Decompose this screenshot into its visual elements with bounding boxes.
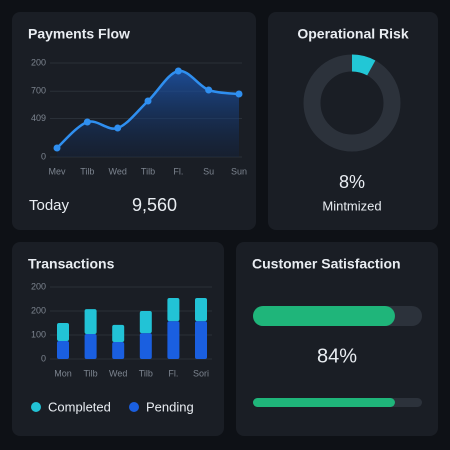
bar-segment bbox=[139, 333, 152, 359]
legend-label: Pending bbox=[146, 399, 194, 414]
bar-segment bbox=[84, 309, 97, 335]
x-tick-label: Wed bbox=[108, 166, 126, 176]
point bbox=[205, 86, 213, 94]
point bbox=[114, 124, 122, 132]
y-tick-label: 200 bbox=[31, 281, 46, 291]
progress-label: 84% bbox=[317, 345, 357, 367]
x-tick-label: Fl. bbox=[168, 368, 178, 378]
bar-segment bbox=[195, 298, 207, 322]
card-title: Operational Risk bbox=[297, 26, 408, 42]
bar-segment bbox=[139, 311, 152, 334]
donut-label: 8% bbox=[339, 172, 365, 192]
progress-fill bbox=[253, 306, 395, 326]
card bbox=[268, 12, 438, 230]
point bbox=[144, 97, 152, 105]
x-tick-label: Tilb bbox=[139, 368, 153, 378]
x-tick-label: Wed bbox=[109, 368, 127, 378]
x-tick-label: Sori bbox=[193, 368, 209, 378]
donut-segment bbox=[351, 54, 376, 76]
legend-swatch bbox=[31, 402, 41, 412]
x-tick-label: Tilb bbox=[80, 166, 94, 176]
y-tick-label: 200 bbox=[31, 305, 46, 315]
y-tick-label: 0 bbox=[41, 151, 46, 161]
stat-label: Today bbox=[29, 197, 70, 214]
point bbox=[235, 90, 243, 98]
y-tick-label: 409 bbox=[31, 113, 46, 123]
x-tick-label: Sun bbox=[231, 166, 247, 176]
bar-segment bbox=[112, 324, 125, 342]
point bbox=[83, 118, 91, 126]
bar-segment bbox=[112, 341, 125, 359]
bar-segment bbox=[57, 341, 69, 359]
x-tick-label: Mon bbox=[54, 368, 72, 378]
bar-segment bbox=[57, 323, 69, 341]
card-title: Payments Flow bbox=[28, 26, 130, 42]
bar-segment bbox=[195, 321, 207, 359]
area bbox=[57, 70, 239, 157]
x-tick-label: Tilb bbox=[84, 368, 98, 378]
bar-segment bbox=[167, 321, 180, 359]
donut-subtitle: Mintmized bbox=[322, 198, 381, 213]
stat-value: 9,560 bbox=[132, 195, 177, 215]
legend-label: Completed bbox=[48, 399, 111, 414]
x-tick-label: Tilb bbox=[141, 166, 155, 176]
bar-segment bbox=[167, 298, 180, 322]
bar-segment bbox=[84, 334, 97, 359]
card-title: Customer Satisfaction bbox=[252, 256, 401, 272]
point bbox=[174, 67, 182, 75]
point bbox=[53, 144, 61, 152]
legend-swatch bbox=[129, 402, 139, 412]
card bbox=[236, 242, 438, 436]
y-tick-label: 700 bbox=[31, 86, 46, 96]
x-tick-label: Mev bbox=[48, 166, 66, 176]
y-tick-label: 0 bbox=[41, 353, 46, 363]
y-tick-label: 100 bbox=[31, 329, 46, 339]
progress-fill bbox=[253, 398, 395, 407]
x-tick-label: Su bbox=[203, 166, 214, 176]
x-tick-label: Fl. bbox=[173, 166, 183, 176]
card-title: Transactions bbox=[28, 256, 115, 272]
y-tick-label: 200 bbox=[31, 57, 46, 67]
